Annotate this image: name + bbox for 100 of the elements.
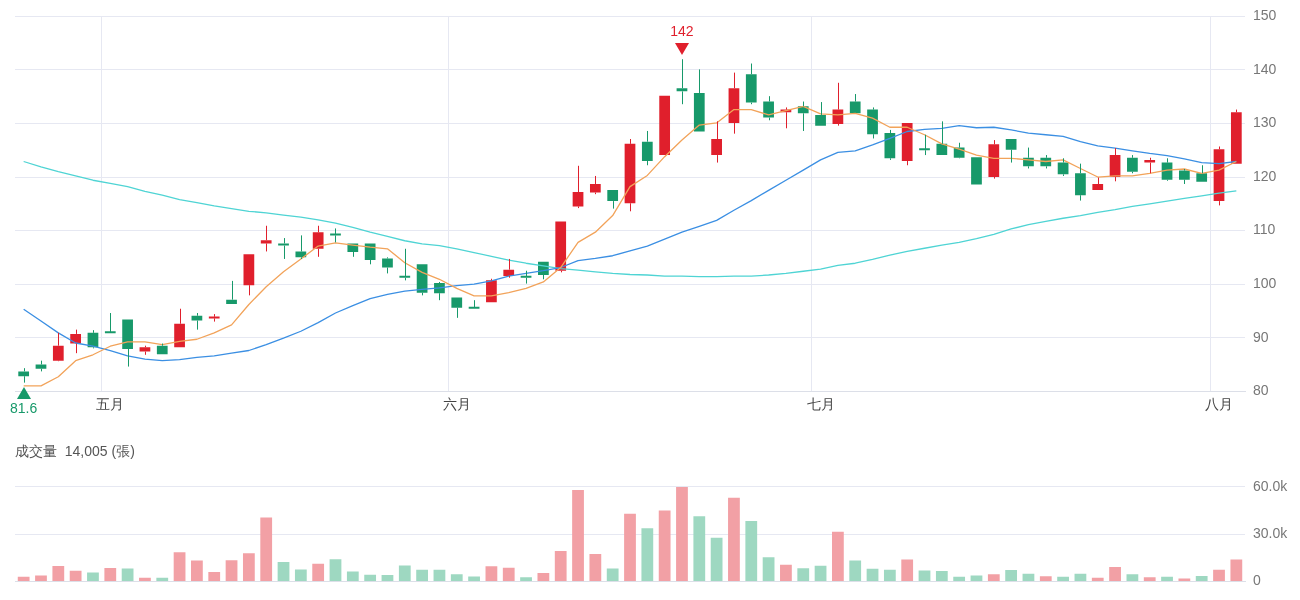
- bar: [433, 569, 446, 582]
- candlestick: [1005, 139, 1017, 164]
- candlestick: [607, 189, 619, 210]
- bar: [1005, 570, 1018, 582]
- bar: [1195, 575, 1208, 582]
- candlestick: [936, 120, 948, 156]
- candlestick: [589, 175, 601, 195]
- annotation: 142: [670, 23, 694, 40]
- y-tick-label: 120: [1253, 167, 1277, 184]
- y-tick-label: 80: [1253, 382, 1269, 399]
- candlestick: [1179, 168, 1190, 185]
- candlestick: [174, 308, 185, 348]
- bar: [468, 576, 480, 582]
- candlestick: [260, 225, 272, 252]
- bar: [1213, 569, 1225, 582]
- candlestick: [156, 343, 168, 355]
- bar: [693, 516, 706, 582]
- candlestick: [641, 130, 653, 166]
- candlestick: [867, 106, 878, 139]
- bar: [520, 577, 532, 582]
- bar: [883, 569, 896, 582]
- bar: [953, 576, 966, 582]
- bar: [728, 497, 740, 582]
- x-tick-label: 五月: [96, 396, 125, 413]
- candlestick: [278, 237, 289, 260]
- chart-title: 成交量 14,005 (張): [15, 443, 135, 460]
- candlestick: [849, 93, 861, 114]
- x-tick-label: 六月: [442, 396, 471, 413]
- candlestick: [330, 227, 341, 243]
- candlestick: [468, 299, 480, 309]
- bar: [87, 572, 99, 582]
- y-tick-label: 30.0k: [1253, 525, 1289, 542]
- candlestick: [1144, 157, 1156, 174]
- bar: [104, 568, 117, 582]
- bar: [121, 568, 134, 582]
- bar: [624, 513, 636, 582]
- candlestick: [884, 129, 896, 161]
- candlestick: [104, 312, 116, 334]
- bar: [832, 531, 844, 582]
- bar: [346, 571, 359, 582]
- y-tick-label: 110: [1253, 221, 1276, 238]
- candlestick: [988, 139, 1000, 180]
- bar: [641, 528, 654, 582]
- y-tick-label: 90: [1253, 328, 1269, 345]
- bar: [780, 564, 792, 582]
- candlestick: [1196, 164, 1208, 182]
- bar: [901, 559, 914, 582]
- bar: [710, 537, 723, 582]
- bar: [225, 560, 238, 582]
- candlestick: [243, 254, 255, 296]
- candlestick: [122, 319, 133, 368]
- candlestick: [728, 72, 740, 135]
- candlestick: [745, 63, 757, 105]
- bar: [312, 563, 325, 582]
- bar: [658, 510, 671, 582]
- bar: [935, 571, 948, 582]
- bar: [416, 569, 428, 582]
- bar: [173, 552, 186, 582]
- candlestick: [711, 120, 722, 164]
- candlestick: [226, 280, 237, 304]
- bar: [745, 521, 758, 582]
- candlestick: [399, 248, 411, 281]
- candlestick: [52, 332, 64, 361]
- bar: [1039, 576, 1052, 582]
- bar: [502, 567, 515, 582]
- bar: [485, 566, 498, 582]
- bar: [69, 570, 82, 582]
- candlestick: [919, 134, 930, 156]
- candlestick: [364, 243, 376, 265]
- bar: [866, 568, 879, 582]
- bar: [1143, 577, 1156, 582]
- bar: [364, 574, 377, 582]
- y-tick-label: 150: [1253, 7, 1277, 24]
- bar: [554, 551, 567, 582]
- candlestick: [191, 312, 203, 331]
- bar: [1126, 574, 1139, 582]
- bar: [970, 575, 983, 582]
- y-tick-label: 100: [1253, 274, 1277, 291]
- candlestick: [901, 122, 913, 166]
- bar: [450, 574, 463, 582]
- x-tick-label: 七月: [806, 396, 835, 413]
- bar: [987, 574, 1000, 582]
- bar: [277, 562, 290, 582]
- bar: [1057, 576, 1069, 582]
- bar: [1178, 578, 1191, 582]
- candlestick: [763, 95, 774, 121]
- bar: [52, 565, 65, 582]
- candlestick: [18, 367, 30, 384]
- candlestick: [312, 225, 324, 258]
- y-tick-label: 0: [1253, 572, 1261, 589]
- bar: [797, 568, 810, 582]
- y-tick-label: 130: [1253, 114, 1277, 131]
- bar: [398, 565, 411, 582]
- bar: [537, 572, 550, 582]
- candlestick: [295, 234, 307, 260]
- candlestick: [208, 313, 220, 323]
- candlestick: [520, 270, 532, 285]
- bar: [208, 571, 221, 582]
- candlestick: [1092, 177, 1104, 190]
- bar: [260, 517, 273, 582]
